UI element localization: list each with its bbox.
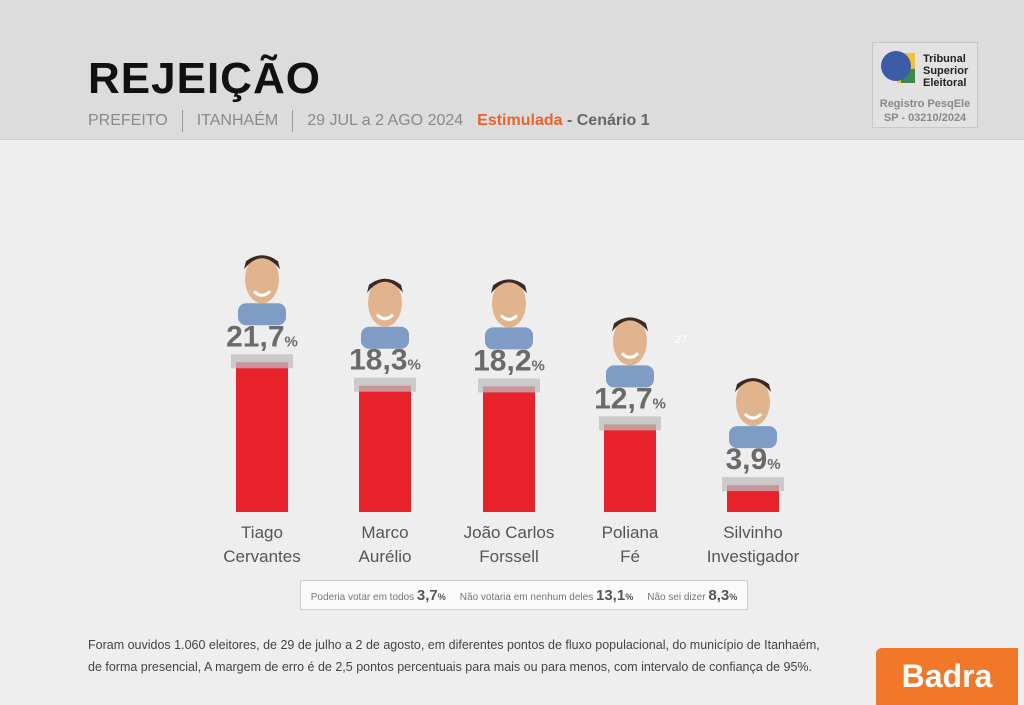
legend-item: Não sei dizer 8,3% <box>647 587 737 604</box>
candidate-photo <box>729 378 777 449</box>
candidate-name: Forssell <box>479 547 539 566</box>
candidate-name: Silvinho <box>723 523 783 542</box>
bar-cap <box>354 377 416 392</box>
methodology-note: Foram ouvidos 1.060 eleitores, de 29 de … <box>88 634 848 678</box>
scenario: - Cenário 1 <box>566 112 650 129</box>
legend-label: Poderia votar em todos <box>310 591 415 603</box>
bar <box>359 385 411 512</box>
legend-value: 13,1 <box>596 586 626 604</box>
bar <box>604 424 656 512</box>
stray-label: 27 <box>675 334 688 346</box>
registry-number: SP - 03210/2024 <box>883 112 967 124</box>
page-title: REJEIÇÃO <box>88 54 321 103</box>
bar <box>483 386 535 512</box>
candidate-name: Investigador <box>707 547 800 566</box>
value-unit: % <box>767 456 780 473</box>
legend-value: 8,3 <box>708 586 730 604</box>
tse-name-2: Superior <box>923 65 969 77</box>
divider <box>181 110 183 132</box>
candidate-name: Marco <box>361 523 408 542</box>
candidate-photo <box>485 279 533 350</box>
bar-cap <box>231 354 293 369</box>
candidate-photo <box>606 317 654 388</box>
tse-name: Tribunal Superior Eleitoral <box>923 53 968 89</box>
rejection-bar-chart: 21,7%TiagoCervantes18,3%MarcoAurélio18,2… <box>223 255 800 566</box>
candidate-name: Cervantes <box>223 547 300 566</box>
scenario-wrap: Estimulada - Cenário 1 <box>477 112 650 130</box>
legend-unit: % <box>625 591 634 602</box>
office: PREFEITO <box>88 112 168 129</box>
tse-logo-icon <box>881 51 915 83</box>
city: ITANHAÉM <box>196 112 279 129</box>
tse-name-3: Eleitoral <box>923 77 967 89</box>
legend-value: 3,7 <box>416 586 438 604</box>
value-unit: % <box>285 333 298 350</box>
note-line: Foram ouvidos 1.060 eleitores, de 29 de … <box>88 638 820 652</box>
candidate-name: João Carlos <box>464 523 555 542</box>
divider <box>292 110 294 132</box>
candidate-name: Poliana <box>602 523 659 542</box>
value-unit: % <box>653 395 666 412</box>
candidate-photo <box>238 255 286 326</box>
legend-item: Não votaria em nenhum deles 13,1% <box>460 587 633 604</box>
legend-item: Poderia votar em todos 3,7% <box>311 587 446 604</box>
bar-cap <box>478 378 540 393</box>
candidate-name: Aurélio <box>359 547 412 566</box>
bar-cap <box>599 416 661 431</box>
value-unit: % <box>532 357 545 374</box>
legend-label: Não votaria em nenhum deles <box>459 591 594 603</box>
legend-unit: % <box>729 591 738 602</box>
tse-badge: Tribunal Superior Eleitoral Registro PesqE… <box>872 42 978 128</box>
legend-unit: % <box>437 591 446 602</box>
tse-registry: Registro PesqEle SP - 03210/2024 <box>873 97 977 125</box>
poll-type: Estimulada <box>477 112 563 129</box>
candidate-name: Tiago <box>241 523 283 542</box>
bar <box>236 362 288 512</box>
subtitle: PREFEITO ITANHAÉM 29 JUL a 2 AGO 2024 Es… <box>88 110 650 132</box>
bar-cap <box>722 477 784 492</box>
legend-label: Não sei dizer <box>647 591 706 603</box>
dates: 29 JUL a 2 AGO 2024 <box>307 112 464 129</box>
header: REJEIÇÃO PREFEITO ITANHAÉM 29 JUL a 2 AG… <box>0 0 1024 140</box>
legend-box: Poderia votar em todos 3,7% Não votaria … <box>300 580 748 610</box>
candidate-photo <box>361 278 409 349</box>
value-unit: % <box>408 357 421 374</box>
tse-name-1: Tribunal <box>923 53 966 65</box>
note-line: de forma presencial, A margem de erro é … <box>88 660 813 674</box>
brand-logo: Badra <box>876 648 1018 705</box>
registry-label: Registro PesqEle <box>879 98 971 110</box>
candidate-name: Fé <box>620 547 640 566</box>
